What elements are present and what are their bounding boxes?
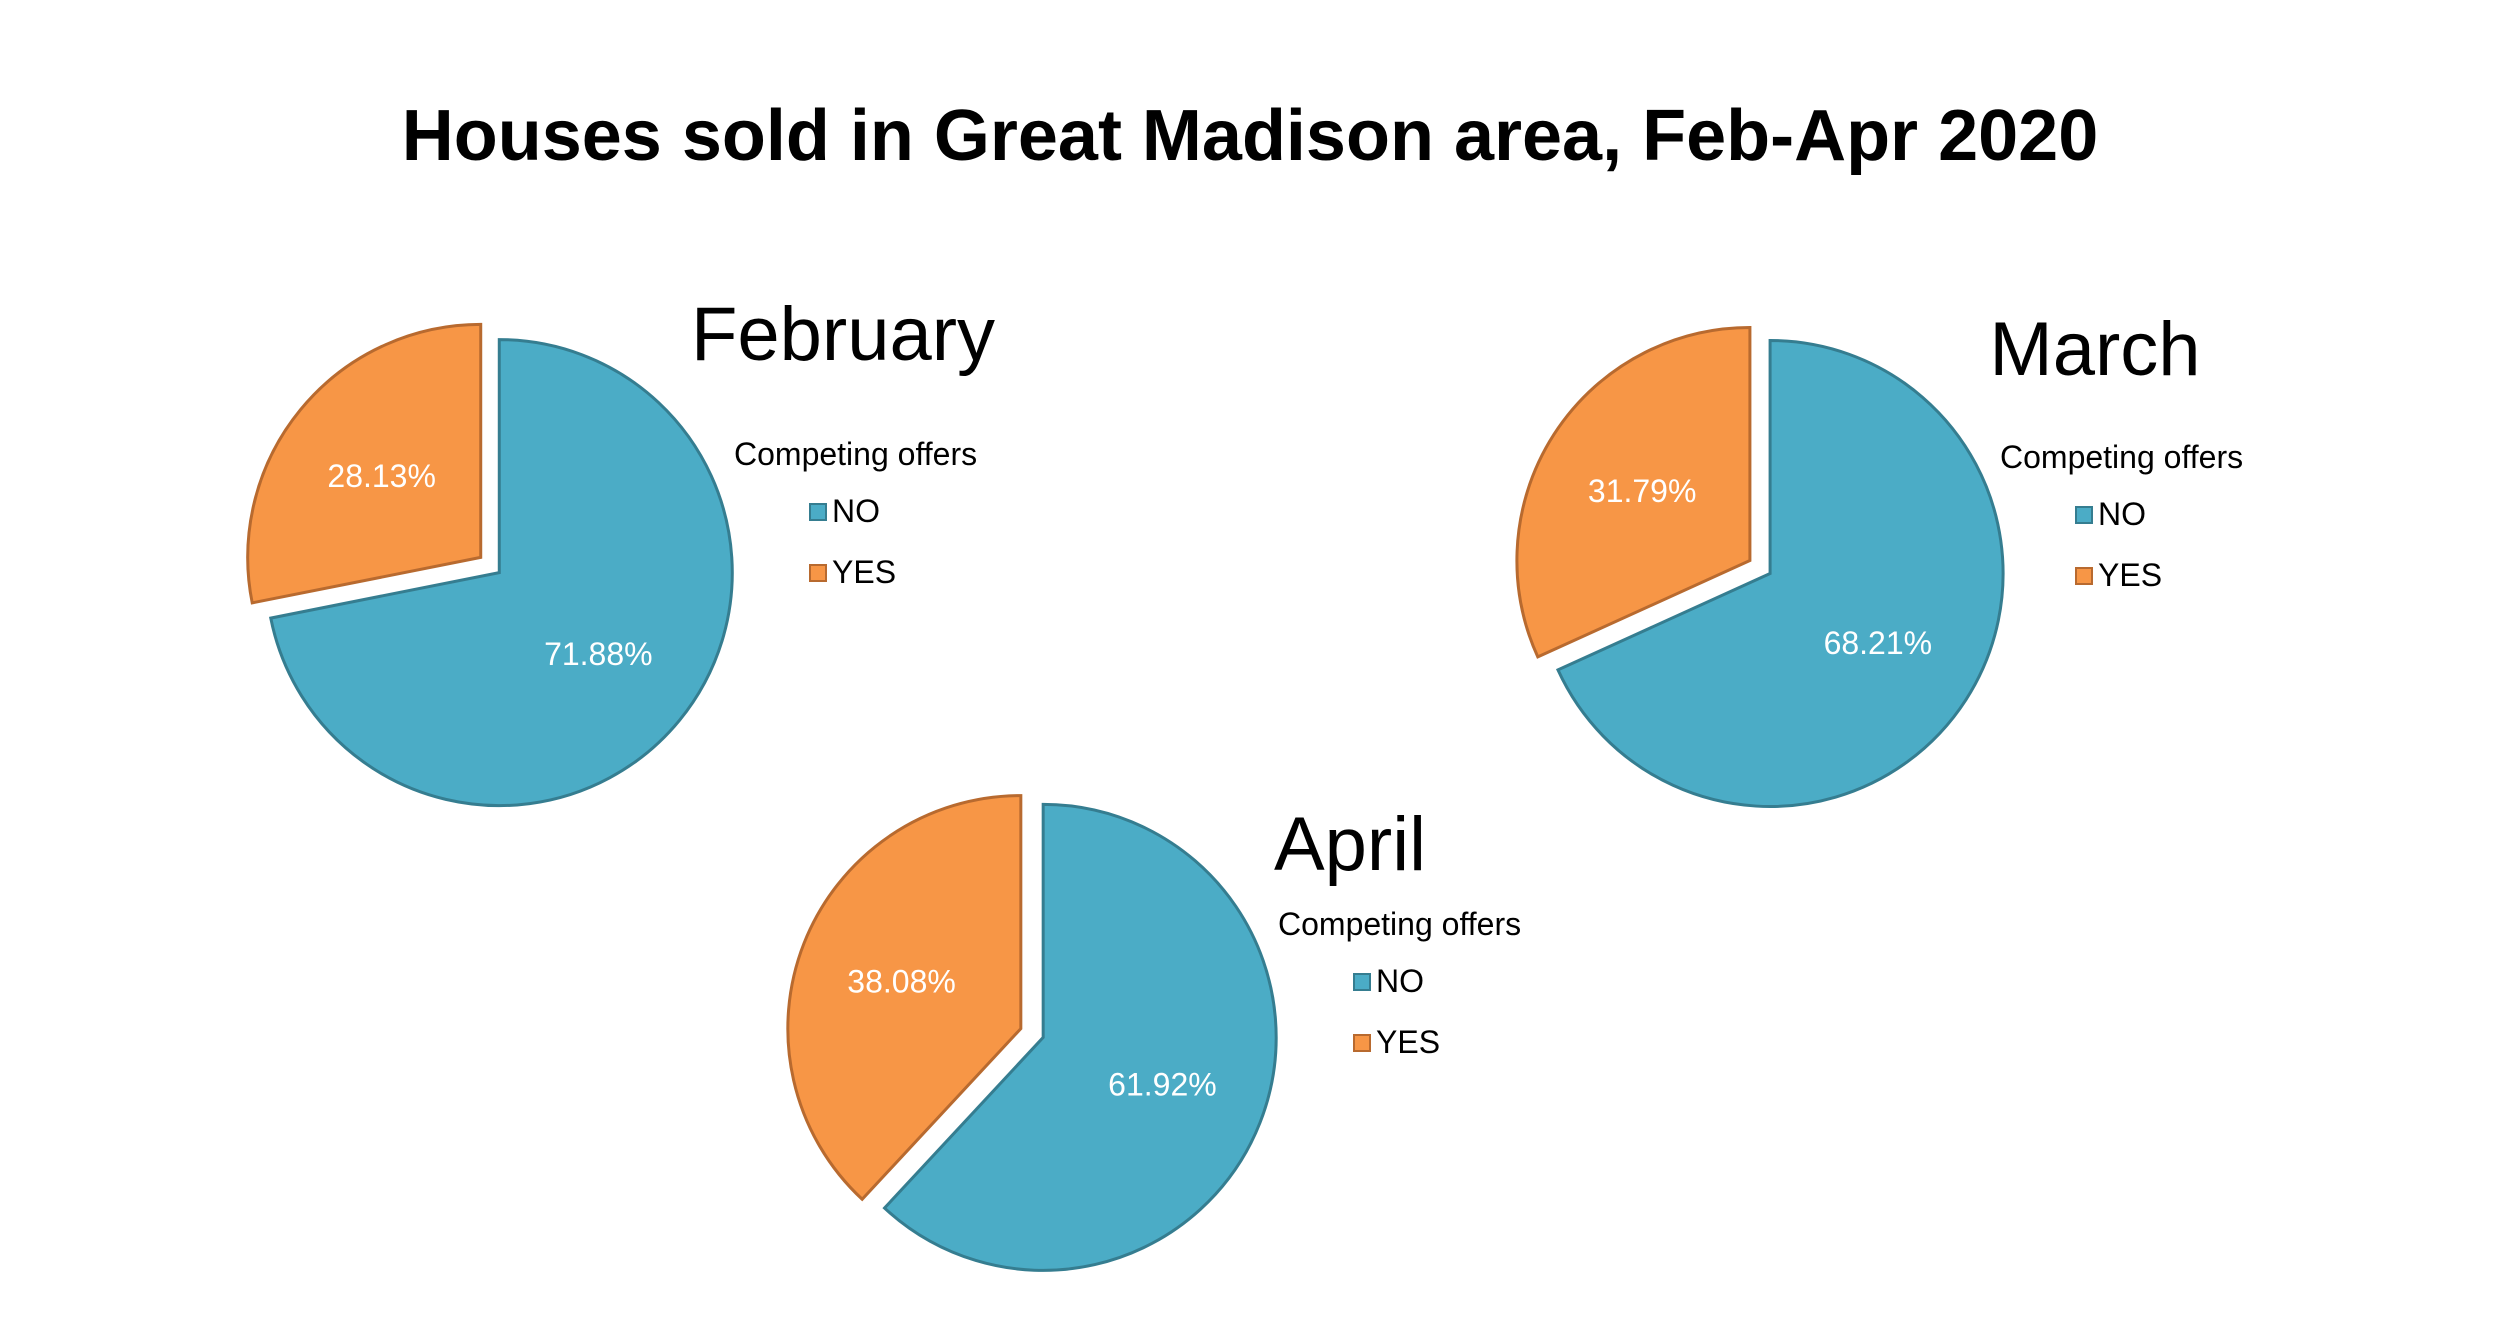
legend-label-yes: YES [832,554,896,590]
legend-swatch-yes [2075,567,2093,585]
legend-swatch-yes [809,564,827,582]
pie-chart-april: 61.92% 38.08% April Competing offers NO YES [786,794,1521,1272]
chart-title: Houses sold in Great Madison area, Feb-A… [401,96,2099,176]
pie-title: April [1274,802,1426,887]
data-label-no: 61.92% [1108,1066,1217,1102]
pie-chart-march: 68.21% 31.79% March Competing offers NO YES [1515,307,2243,808]
legend: Competing offers NO YES [734,436,977,590]
legend-label-no: NO [1376,963,1424,999]
data-label-no: 71.88% [544,636,653,672]
pie-slice-yes [786,794,1023,1202]
legend-title: Competing offers [1278,906,1521,942]
legend-swatch-no [1353,973,1371,991]
pie-slice-no [268,338,734,808]
pie-slice-no [882,802,1278,1272]
legend-swatch-no [2075,506,2093,524]
legend-title: Competing offers [734,436,977,472]
pie-title: March [1989,307,2200,392]
legend-label-no: NO [832,493,880,529]
data-label-no: 68.21% [1824,625,1933,661]
legend-label-yes: YES [1376,1024,1440,1060]
legend-label-yes: YES [2098,557,2162,593]
data-label-yes: 31.79% [1588,473,1697,509]
legend-swatch-yes [1353,1034,1371,1052]
data-label-yes: 28.13% [327,458,436,494]
legend-swatch-no [809,503,827,521]
pie-slice-yes [246,322,483,605]
pie-title: February [691,292,995,377]
legend: Competing offers NO YES [1278,906,1521,1060]
data-label-yes: 38.08% [847,964,956,1000]
pie-slice-no [1555,338,2005,808]
pie-slice-yes [1515,326,1752,659]
legend: Competing offers NO YES [2000,439,2243,593]
pie-chart-february: 71.88% 28.13% February Competing offers NO YE… [246,292,995,808]
legend-title: Competing offers [2000,439,2243,475]
legend-label-no: NO [2098,496,2146,532]
